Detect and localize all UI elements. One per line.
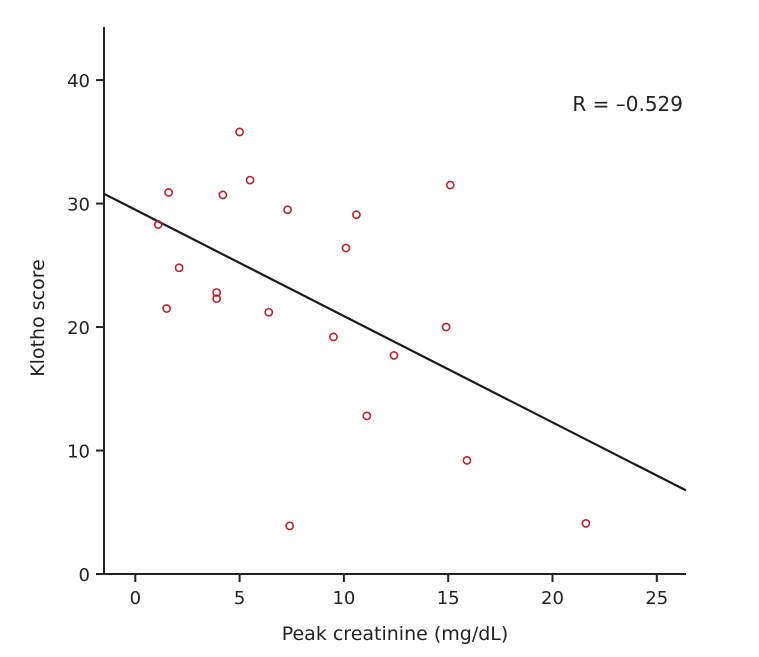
data-point [445, 180, 455, 190]
data-point [264, 307, 274, 317]
data-point [329, 332, 338, 342]
data-point [153, 220, 163, 229]
x-tick-label: 20 [541, 588, 564, 609]
data-point [285, 521, 295, 531]
data-point [218, 190, 228, 200]
data-point [174, 263, 184, 273]
data-point [341, 243, 351, 253]
x-tick-label: 10 [332, 588, 355, 609]
data-point [235, 127, 244, 137]
data-point [162, 304, 171, 313]
regression-line [103, 192, 687, 492]
y-tick-label: 30 [67, 195, 90, 216]
y-axis-label: Klotho score [27, 259, 49, 377]
x-axis-label: Peak creatinine (mg/dL) [282, 623, 509, 645]
y-tick-label: 40 [67, 71, 90, 92]
correlation-annotation: R = –0.529 [572, 92, 683, 116]
x-tick-label: 0 [130, 588, 141, 609]
data-point [581, 518, 591, 528]
data-point [283, 205, 292, 215]
x-tick-label: 25 [645, 588, 668, 609]
data-point [352, 210, 361, 220]
x-tick-label: 15 [437, 588, 460, 609]
data-point [212, 288, 222, 297]
data-point [362, 411, 372, 421]
y-tick-label: 10 [67, 442, 90, 463]
data-point [462, 456, 472, 465]
y-tick-label: 20 [67, 318, 90, 339]
data-point [389, 351, 399, 360]
y-tick-label: 0 [79, 565, 90, 586]
data-point [212, 294, 222, 304]
x-tick-label: 5 [234, 588, 245, 609]
data-point [245, 175, 255, 185]
data-point [164, 188, 174, 197]
data-point [441, 322, 451, 332]
